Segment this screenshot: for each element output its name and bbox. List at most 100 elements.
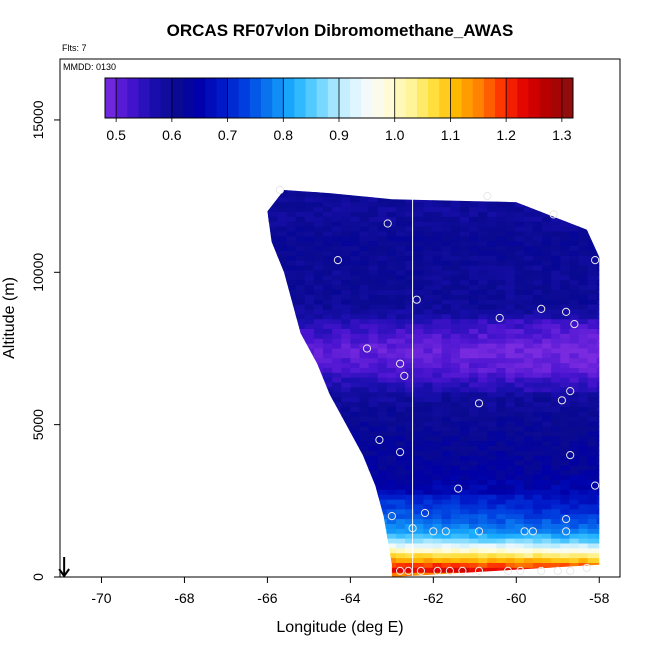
heatmap-cell	[368, 528, 379, 534]
heatmap-cell	[469, 190, 479, 193]
heatmap-cell	[377, 538, 388, 544]
heatmap-cell	[414, 279, 424, 286]
heatmap-cell	[450, 552, 461, 559]
heatmap-cell	[487, 430, 497, 437]
heatmap-cell	[542, 499, 552, 505]
heatmap-cell	[359, 230, 370, 237]
heatmap-cell	[551, 308, 561, 315]
heatmap-cell	[596, 425, 600, 432]
heatmap-cell	[542, 225, 552, 232]
heatmap-cell	[487, 523, 497, 529]
heatmap-cell	[487, 206, 497, 212]
heatmap-cell	[295, 425, 306, 432]
heatmap-cell	[277, 523, 288, 529]
heatmap-cell	[469, 240, 479, 247]
heatmap-cell	[551, 503, 561, 510]
heatmap-cell	[377, 420, 388, 427]
heatmap-cell	[542, 250, 552, 256]
heatmap-cell	[487, 538, 497, 544]
heatmap-cell	[542, 503, 552, 510]
heatmap-cell	[532, 250, 543, 256]
heatmap-cell	[423, 435, 434, 442]
heatmap-cell	[587, 303, 598, 310]
heatmap-cell	[350, 455, 361, 461]
heatmap-cell	[359, 411, 370, 417]
heatmap-cell	[267, 396, 269, 403]
heatmap-cell	[267, 206, 269, 212]
heatmap-cell	[423, 230, 434, 237]
heatmap-cell	[368, 352, 379, 359]
heatmap-cell	[578, 196, 589, 203]
heatmap-cell	[304, 396, 315, 403]
heatmap-cell	[332, 557, 342, 563]
heatmap-cell	[487, 318, 497, 325]
heatmap-cell	[487, 328, 497, 334]
heatmap-cell	[496, 401, 507, 407]
heatmap-cell	[560, 391, 570, 398]
heatmap-cell	[459, 411, 470, 417]
heatmap-cell	[396, 225, 406, 232]
heatmap-cell	[304, 269, 315, 276]
heatmap-cell	[341, 260, 351, 266]
heatmap-cell	[332, 206, 342, 212]
heatmap-cell	[523, 518, 534, 524]
heatmap-cell	[487, 508, 497, 515]
heatmap-cell	[441, 455, 452, 461]
colorbar-segment	[472, 78, 485, 118]
sample-point	[528, 527, 538, 536]
heatmap-cell	[441, 289, 452, 295]
heatmap-cell	[587, 416, 598, 422]
heatmap-cell	[450, 391, 461, 398]
heatmap-cell	[532, 542, 543, 549]
heatmap-cell	[359, 430, 370, 437]
heatmap-cell	[551, 494, 561, 500]
heatmap-cell	[441, 279, 452, 286]
heatmap-cell	[423, 440, 434, 446]
heatmap-cell	[286, 435, 297, 442]
heatmap-cell	[514, 294, 525, 300]
heatmap-cell	[396, 303, 406, 310]
heatmap-cell	[332, 518, 342, 524]
heatmap-cell	[587, 430, 598, 437]
heatmap-cell	[487, 201, 497, 208]
heatmap-cell	[350, 323, 361, 329]
heatmap-cell	[359, 425, 370, 432]
heatmap-cell	[332, 547, 342, 554]
heatmap-cell	[487, 367, 497, 373]
heatmap-cell	[277, 342, 288, 349]
heatmap-cell	[359, 357, 370, 364]
heatmap-cell	[569, 289, 580, 295]
heatmap-cell	[560, 411, 570, 417]
heatmap-cell	[551, 518, 561, 524]
heatmap-cell	[487, 308, 497, 315]
heatmap-cell	[414, 342, 424, 349]
heatmap-cell	[523, 260, 534, 266]
heatmap-cell	[414, 455, 424, 461]
heatmap-cell	[532, 557, 543, 563]
heatmap-cell	[396, 299, 406, 305]
heatmap-cell	[469, 357, 479, 364]
heatmap-cell	[514, 420, 525, 427]
heatmap-cell	[478, 377, 488, 383]
heatmap-cell	[368, 406, 379, 412]
heatmap-cell	[514, 494, 525, 500]
heatmap-cell	[377, 469, 388, 476]
heatmap-cell	[396, 542, 406, 549]
heatmap-cell	[532, 264, 543, 271]
heatmap-cell	[578, 250, 589, 256]
heatmap-cell	[322, 416, 333, 422]
heatmap-cell	[551, 299, 561, 305]
heatmap-cell	[341, 386, 351, 393]
heatmap-cell	[487, 518, 497, 524]
heatmap-cell	[304, 357, 315, 364]
heatmap-cell	[268, 469, 278, 476]
heatmap-cell	[286, 562, 297, 568]
heatmap-cell	[542, 323, 552, 329]
heatmap-cell	[423, 542, 434, 549]
heatmap-cell	[478, 391, 488, 398]
heatmap-cell	[587, 542, 598, 549]
heatmap-cell	[469, 435, 479, 442]
heatmap-cell	[322, 206, 333, 212]
heatmap-cell	[560, 289, 570, 295]
heatmap-cell	[523, 474, 534, 481]
